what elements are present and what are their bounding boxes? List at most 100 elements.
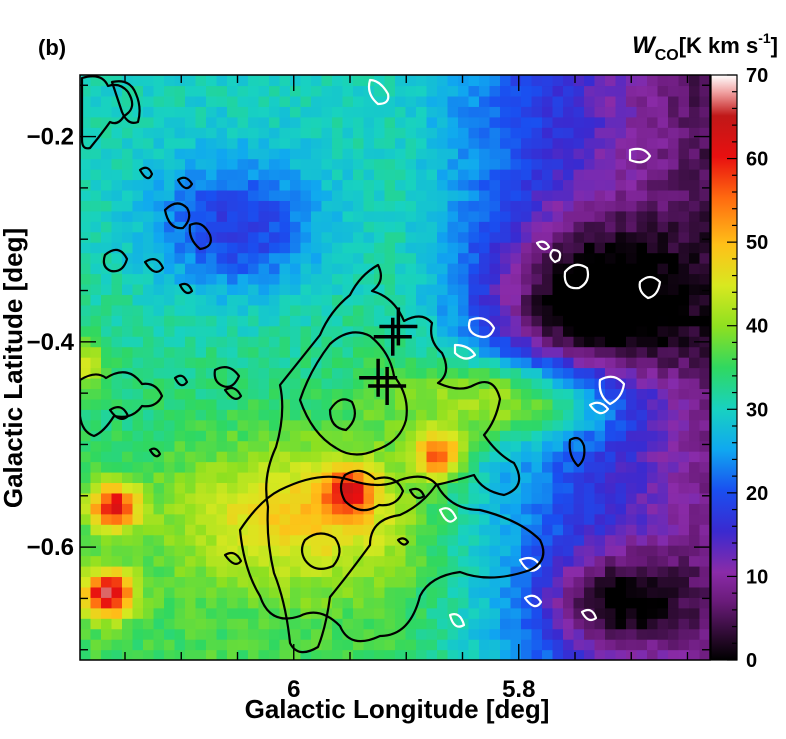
heatmap-cell [615,440,627,452]
heatmap-cell [374,242,386,254]
heatmap-cell [195,231,207,243]
heatmap-cell [300,127,312,139]
heatmap-cell [279,294,291,306]
heatmap-cell [153,231,165,243]
heatmap-cell [216,221,228,233]
heatmap-cell [258,127,270,139]
heatmap-cell [80,471,92,484]
heatmap-cell [363,263,375,275]
heatmap-cell [132,482,144,494]
heatmap-cell [101,398,113,410]
heatmap-cell [90,513,102,525]
heatmap-cell [111,231,123,243]
heatmap-cell [153,315,165,327]
heatmap-cell [531,148,543,160]
heatmap-cell [384,576,396,588]
heatmap-cell [216,179,228,191]
heatmap-cell [689,95,701,107]
heatmap-cell [384,252,396,264]
heatmap-cell [489,231,501,243]
heatmap-cell [605,127,617,139]
heatmap-cell [206,127,218,139]
heatmap-cell [468,95,480,107]
heatmap-cell [552,409,564,421]
heatmap-cell [279,210,291,222]
heatmap-cell [300,210,312,222]
heatmap-cell [647,377,659,389]
heatmap-cell [657,471,669,484]
heatmap-cell [132,367,144,379]
heatmap-cell [311,189,323,201]
heatmap-cell [122,169,134,181]
heatmap-cell [248,649,260,660]
heatmap-cell [374,346,386,358]
heatmap-cell [153,127,165,139]
heatmap-cell [500,116,512,128]
heatmap-cell [80,419,92,431]
heatmap-cell [405,649,417,660]
heatmap-cell [489,503,501,515]
heatmap-cell [363,388,375,400]
heatmap-cell [542,95,554,107]
heatmap-cell [90,534,102,546]
heatmap-cell [437,116,449,128]
heatmap-cell [332,639,344,651]
heatmap-cell [699,597,710,609]
heatmap-cell [615,503,627,515]
heatmap-cell [584,304,596,316]
heatmap-cell [185,398,197,410]
heatmap-cell [237,471,249,484]
heatmap-cell [248,189,260,201]
heatmap-cell [185,503,197,515]
heatmap-cell [300,158,312,170]
heatmap-cell [678,471,690,484]
heatmap-cell [584,492,596,504]
heatmap-cell [531,169,543,181]
heatmap-cell [542,451,554,463]
heatmap-cell [374,576,386,588]
heatmap-cell [101,377,113,389]
heatmap-cell [195,565,207,578]
heatmap-cell [311,336,323,348]
heatmap-cell [594,189,606,201]
heatmap-cell [321,430,333,442]
heatmap-cell [132,252,144,264]
heatmap-cell [437,283,449,295]
heatmap-cell [405,398,417,410]
heatmap-cell [185,116,197,128]
heatmap-cell [678,169,690,181]
heatmap-cell [573,555,585,567]
heatmap-cell [500,169,512,181]
heatmap-cell [195,419,207,431]
heatmap-cell [185,294,197,306]
heatmap-cell [332,283,344,295]
heatmap-cell [500,597,512,609]
heatmap-cell [164,179,176,191]
heatmap-cell [626,388,638,400]
heatmap-cell [216,116,228,128]
heatmap-cell [374,451,386,463]
heatmap-cell [416,85,428,97]
heatmap-cell [174,607,186,619]
heatmap-cell [437,430,449,442]
heatmap-cell [132,357,144,369]
heatmap-cell [321,409,333,421]
heatmap-cell [563,492,575,504]
heatmap-cell [584,189,596,201]
heatmap-cell [374,565,386,578]
heatmap-cell [426,471,438,484]
heatmap-cell [363,221,375,233]
heatmap-cell [479,95,491,107]
heatmap-cell [227,200,239,212]
heatmap-cell [153,524,165,536]
heatmap-cell [258,263,270,275]
heatmap-cell [395,503,407,515]
heatmap-cell [699,607,710,619]
heatmap-cell [342,242,354,254]
heatmap-cell [111,482,123,494]
heatmap-cell [405,231,417,243]
heatmap-cell [216,503,228,515]
heatmap-cell [468,597,480,609]
heatmap-cell [227,586,239,598]
heatmap-cell [132,85,144,97]
